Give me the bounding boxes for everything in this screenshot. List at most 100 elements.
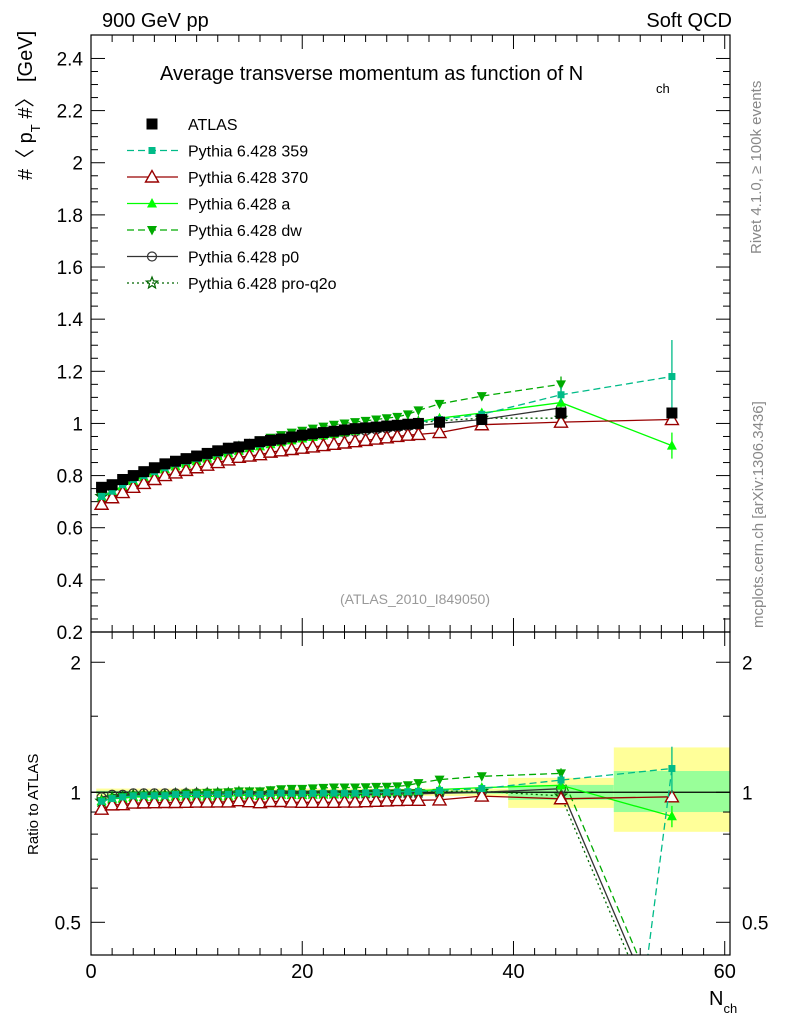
ratio-series-p370 — [93, 788, 680, 815]
data-point-p370 — [93, 496, 110, 510]
ratio-point-p370 — [553, 790, 569, 805]
series-p370 — [93, 411, 680, 510]
data-point-p370 — [273, 442, 289, 457]
legend-label-p370: Pythia 6.428 370 — [188, 170, 308, 187]
ratio-point-p359 — [319, 789, 327, 797]
ratio-point-p370 — [157, 794, 173, 809]
ratio-y-tick-label: 1 — [70, 783, 81, 804]
data-point-p370 — [379, 429, 395, 444]
y-tick-label: 0.6 — [57, 519, 83, 540]
data-point-atlas — [476, 414, 488, 426]
data-point-atlas — [328, 425, 340, 437]
data-point-pdw — [392, 412, 403, 423]
series-pp0 — [96, 402, 567, 498]
ratio-point-p359 — [309, 789, 317, 797]
header-energy-label: 900 GeV pp — [102, 10, 209, 32]
x-tick-label: 0 — [85, 961, 96, 983]
data-point-atlas — [243, 438, 255, 450]
ratio-point-pdw — [556, 769, 567, 779]
ratio-point-pdw — [476, 772, 487, 782]
ratio-point-p370 — [178, 794, 194, 808]
data-point-atlas — [296, 429, 308, 441]
data-point-p370 — [210, 454, 226, 469]
data-point-atlas — [201, 447, 213, 459]
main-y-ticks: 0.2 0.4 0.6 0.8 1 1.2 1.4 1.6 1.8 2 2.2 2.4 — [57, 35, 730, 644]
x-tick-label: 20 — [291, 961, 313, 983]
data-point-p370 — [553, 414, 569, 428]
ratio-point-p370 — [283, 794, 300, 808]
ratio-point-p359 — [362, 789, 370, 797]
ratio-point-pdw — [318, 783, 329, 794]
ratio-point-pdw — [328, 783, 339, 793]
mcplots-label: mcplots.cern.ch [arXiv:1306.3436] — [750, 401, 767, 628]
series-pa — [96, 394, 677, 501]
data-point-atlas — [402, 418, 414, 430]
ratio-point-pdw — [350, 783, 361, 793]
ratio-point-p359 — [277, 789, 285, 797]
ratio-point-p370 — [326, 794, 342, 808]
ratio-point-p359 — [203, 790, 211, 798]
main-panel: 0.2 0.4 0.6 0.8 1 1.2 1.4 1.6 1.8 2 2.2 2.4 Average… — [15, 31, 731, 644]
data-point-atlas — [191, 450, 203, 462]
ratio-point-p359 — [478, 785, 486, 793]
data-point-atlas — [212, 445, 224, 457]
ratio-point-p359 — [340, 789, 348, 797]
legend: ATLAS Pythia 6.428 359 Pythia 6.428 370 Pyt… — [127, 117, 337, 293]
ratio-point-p359 — [557, 776, 565, 784]
data-point-atlas — [169, 455, 181, 467]
legend-marker-pdw — [147, 226, 157, 236]
ratio-point-p359 — [372, 788, 380, 796]
y-tick-label: 2 — [72, 154, 83, 175]
ratio-point-p359 — [393, 788, 401, 796]
legend-label-pq2o: Pythia 6.428 pro-q2o — [188, 276, 337, 293]
ratio-point-p370 — [252, 794, 268, 809]
data-point-atlas — [275, 433, 287, 445]
data-point-atlas — [391, 419, 403, 431]
data-point-p370 — [125, 479, 141, 494]
rivet-version-label: Rivet 4.1.0, ≥ 100k events — [748, 81, 765, 254]
legend-item-pdw: Pythia 6.428 dw — [127, 223, 302, 240]
ratio-point-p359 — [298, 790, 306, 798]
ratio-point-p370 — [241, 793, 258, 808]
y-label-sub: T — [28, 124, 43, 132]
ratio-point-p359 — [161, 792, 169, 800]
ratio-point-p359 — [414, 787, 422, 795]
ratio-point-p359 — [129, 792, 137, 800]
ratio-point-p359 — [383, 788, 391, 796]
ratio-point-pdw — [413, 779, 424, 789]
ratio-point-p359 — [245, 790, 253, 798]
legend-item-p370: Pythia 6.428 370 — [127, 169, 308, 187]
data-point-p370 — [146, 471, 163, 486]
ratio-point-p370 — [210, 793, 226, 808]
watermark-analysis-id: (ATLAS_2010_I849050) — [340, 591, 490, 607]
data-point-pdw — [556, 380, 567, 390]
ratio-point-p359 — [119, 793, 127, 801]
data-point-atlas — [666, 407, 678, 419]
data-point-pdw — [339, 419, 350, 429]
y-tick-label: 0.4 — [57, 571, 84, 592]
series-pdw — [96, 376, 567, 502]
ratio-point-p359 — [288, 789, 296, 797]
ratio-point-p370 — [199, 794, 215, 808]
ratio-point-p370 — [136, 794, 152, 809]
ratio-point-p370 — [368, 793, 384, 808]
main-title-subscript: ch — [656, 81, 670, 96]
data-point-atlas — [265, 434, 277, 446]
data-point-p370 — [326, 436, 342, 450]
data-point-p359 — [98, 492, 106, 500]
data-point-atlas — [307, 428, 319, 440]
data-point-atlas — [127, 470, 139, 482]
y-tick-label: 1.4 — [57, 310, 84, 331]
legend-marker-pp0 — [146, 251, 158, 262]
data-point-pdw — [413, 406, 424, 416]
x-tick-label: 40 — [502, 961, 524, 983]
data-point-atlas — [180, 453, 192, 465]
legend-label-pdw: Pythia 6.428 dw — [188, 223, 302, 240]
legend-marker-p359 — [148, 147, 156, 154]
ratio-point-p359 — [140, 792, 148, 800]
y-tick-label: 0.2 — [57, 623, 83, 644]
ratio-frame — [90, 631, 731, 956]
data-point-p370 — [664, 411, 680, 426]
series-pq2o — [94, 410, 569, 503]
ratio-point-p359 — [256, 790, 264, 798]
